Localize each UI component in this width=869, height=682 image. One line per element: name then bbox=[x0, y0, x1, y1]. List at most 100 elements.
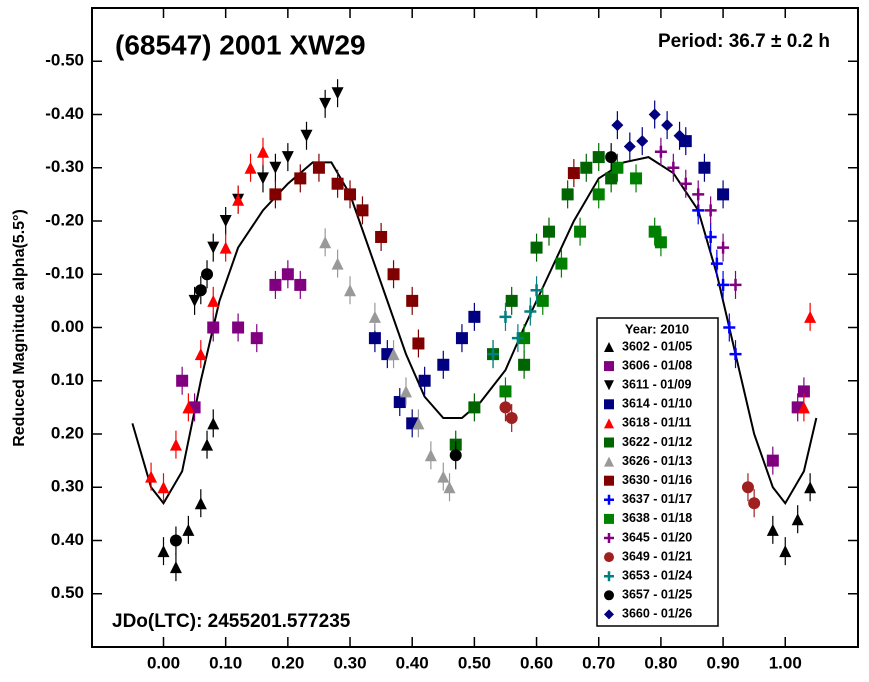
marker-triangle bbox=[169, 438, 182, 451]
x-tick-label: 0.50 bbox=[458, 653, 491, 672]
marker-circle bbox=[748, 497, 761, 510]
marker-square bbox=[468, 401, 481, 414]
x-tick-label: 1.00 bbox=[769, 653, 802, 672]
marker-square bbox=[536, 294, 549, 307]
marker-square bbox=[505, 294, 518, 307]
marker-triangle bbox=[169, 561, 182, 574]
y-tick-label: 0.50 bbox=[51, 583, 84, 602]
y-tick-label: 0.30 bbox=[51, 477, 84, 496]
marker-square bbox=[698, 161, 711, 174]
legend-label: 3618 - 01/11 bbox=[622, 416, 692, 430]
marker-square bbox=[406, 294, 419, 307]
marker-triangle bbox=[300, 129, 313, 142]
marker-diamond bbox=[611, 119, 624, 132]
legend-label: 3649 - 01/21 bbox=[622, 549, 692, 563]
marker-square bbox=[797, 385, 810, 398]
marker-triangle bbox=[791, 513, 804, 526]
legend-label: 3606 - 01/08 bbox=[622, 358, 692, 372]
marker-plus bbox=[710, 257, 723, 270]
marker-triangle bbox=[443, 481, 456, 494]
marker-circle bbox=[499, 401, 512, 414]
x-tick-label: 0.00 bbox=[147, 653, 180, 672]
marker-triangle bbox=[387, 348, 400, 361]
marker-square bbox=[412, 337, 425, 350]
marker-diamond bbox=[623, 140, 636, 153]
x-tick-label: 0.80 bbox=[644, 653, 677, 672]
marker-triangle bbox=[604, 342, 614, 352]
marker-circle bbox=[605, 151, 618, 164]
marker-plus bbox=[530, 284, 543, 297]
marker-diamond bbox=[648, 108, 661, 121]
x-tick-label: 0.40 bbox=[396, 653, 429, 672]
marker-plus bbox=[604, 533, 614, 543]
marker-square bbox=[393, 396, 406, 409]
marker-square bbox=[368, 332, 381, 345]
epoch-label: JDo(LTC): 2455201.577235 bbox=[112, 611, 351, 632]
legend-box bbox=[596, 317, 719, 627]
marker-square bbox=[542, 225, 555, 238]
marker-plus bbox=[729, 348, 742, 361]
marker-plus bbox=[524, 305, 537, 318]
marker-square bbox=[387, 268, 400, 281]
marker-triangle bbox=[779, 545, 792, 558]
marker-triangle bbox=[412, 417, 425, 430]
marker-square bbox=[611, 161, 624, 174]
marker-square bbox=[574, 225, 587, 238]
marker-triangle bbox=[804, 310, 817, 323]
marker-diamond bbox=[661, 119, 674, 132]
marker-plus bbox=[654, 145, 667, 158]
marker-square bbox=[294, 278, 307, 291]
marker-square bbox=[580, 161, 593, 174]
marker-triangle bbox=[188, 294, 201, 307]
marker-triangle bbox=[182, 401, 195, 414]
marker-plus bbox=[729, 278, 742, 291]
y-tick-label: -0.10 bbox=[45, 264, 84, 283]
fit-curve bbox=[131, 156, 818, 506]
x-tick-label: 0.60 bbox=[520, 653, 553, 672]
marker-square bbox=[356, 204, 369, 217]
marker-triangle bbox=[368, 310, 381, 323]
marker-square bbox=[604, 361, 614, 372]
plot-frame bbox=[91, 7, 859, 648]
y-tick-label: -0.30 bbox=[45, 157, 84, 176]
marker-square bbox=[605, 172, 618, 185]
marker-triangle bbox=[604, 418, 614, 429]
x-tick-label: 0.30 bbox=[333, 653, 366, 672]
marker-square bbox=[567, 167, 580, 180]
marker-square bbox=[176, 374, 189, 387]
y-tick-label: -0.50 bbox=[45, 51, 84, 70]
marker-square bbox=[592, 151, 605, 164]
marker-plus bbox=[692, 188, 705, 201]
x-tick-label: 0.10 bbox=[209, 653, 242, 672]
legend-label: 3637 - 01/17 bbox=[622, 492, 692, 506]
marker-square bbox=[269, 188, 282, 201]
marker-circle bbox=[604, 590, 614, 601]
marker-triangle bbox=[766, 523, 779, 536]
marker-triangle bbox=[256, 172, 269, 185]
legend-label: 3626 - 01/13 bbox=[622, 454, 692, 468]
marker-plus bbox=[487, 348, 500, 361]
marker-square bbox=[592, 188, 605, 201]
marker-plus bbox=[511, 332, 524, 345]
x-tick-label: 0.20 bbox=[271, 653, 304, 672]
y-tick-label: -0.20 bbox=[45, 210, 84, 229]
marker-plus bbox=[704, 204, 717, 217]
legend-title: Year: 2010 bbox=[625, 321, 689, 336]
marker-triangle bbox=[194, 348, 207, 361]
marker-square bbox=[518, 332, 531, 345]
marker-plus bbox=[717, 278, 730, 291]
marker-square bbox=[331, 177, 344, 190]
legend-label: 3622 - 01/12 bbox=[622, 435, 692, 449]
marker-square bbox=[232, 321, 245, 334]
y-axis-label: Reduced Magnitude alpha(5.5°) bbox=[11, 209, 28, 447]
legend-label: 3630 - 01/16 bbox=[622, 473, 692, 487]
marker-triangle bbox=[207, 417, 220, 430]
x-tick-label: 0.70 bbox=[582, 653, 615, 672]
marker-square bbox=[294, 172, 307, 185]
marker-square bbox=[518, 358, 531, 371]
marker-plus bbox=[704, 230, 717, 243]
marker-triangle bbox=[331, 257, 344, 270]
marker-square bbox=[455, 332, 468, 345]
marker-diamond bbox=[604, 609, 614, 620]
marker-diamond bbox=[636, 135, 649, 148]
